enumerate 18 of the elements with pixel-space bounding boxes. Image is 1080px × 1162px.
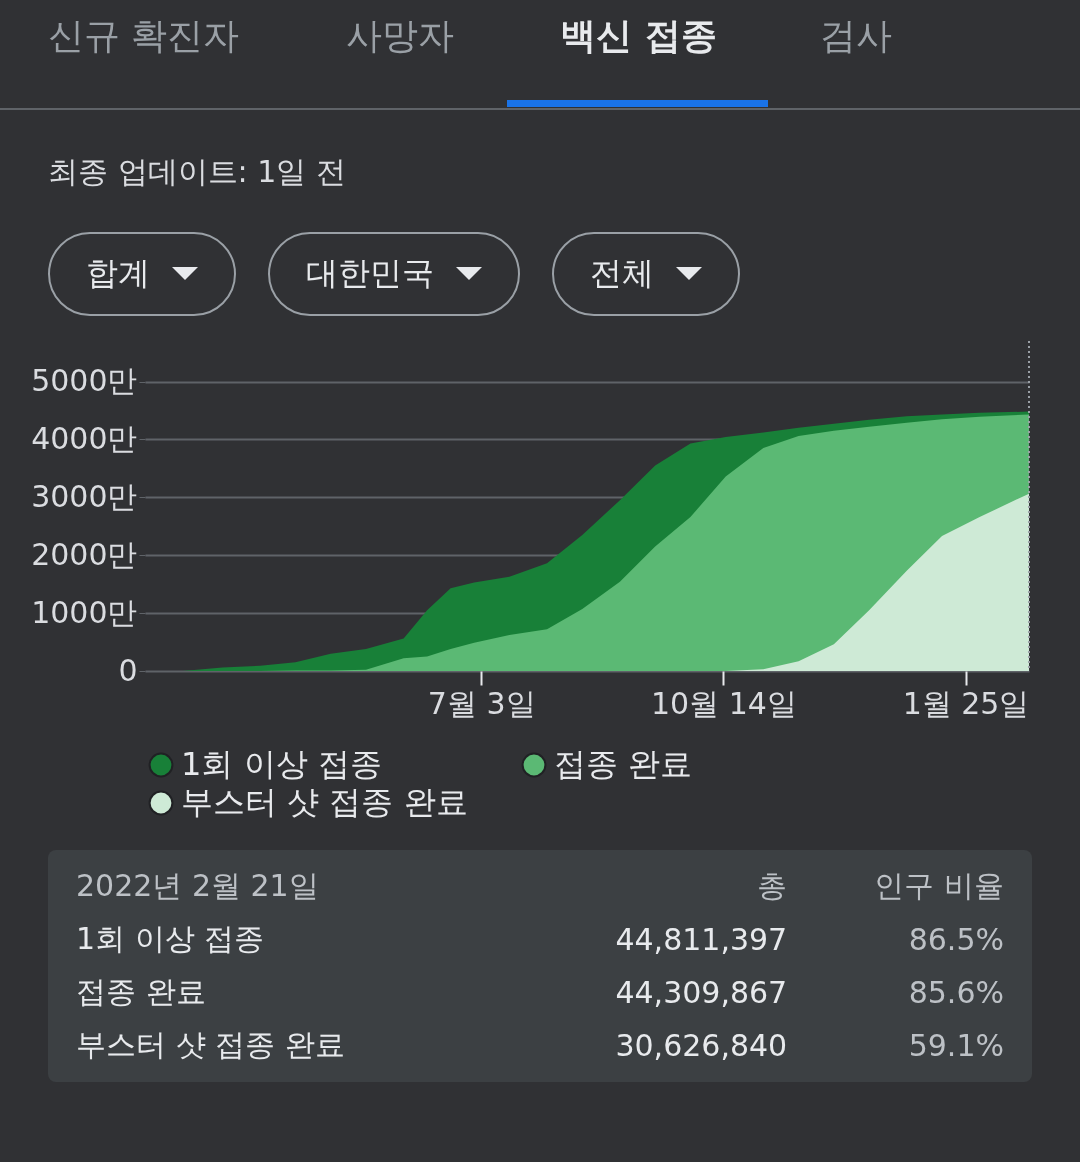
y-tick-label: 4000만 [31,420,138,456]
x-tick-label: 7월 3일 [427,685,536,721]
y-tick-label: 3000만 [31,478,138,514]
legend-label: 1회 이상 접종 [181,745,382,783]
legend-label: 접종 완료 [554,745,693,783]
y-tick-label: 0 [118,652,138,688]
value-table: 2022년 2월 21일 총 인구 비율 1회 이상 접종 44,811,397 86.5% 접종 완료 44,309,867 85.6% 부스터 샷 접종 완료 30,626,840 59.1% [48,850,1032,1082]
y-tick-label: 5000만 [31,363,138,399]
tab-strip: 신규 확진자 사망자 백신 접종 검사 [0,0,1080,110]
x-tick-label: 10월 14일 [650,685,797,721]
text: 최종 업데이트: 1일 전 [48,153,346,191]
y-tick-label: 1000만 [31,594,138,630]
dropdown-button: 전체 [552,232,740,316]
x-tick-label: 1월 25일 [902,685,1030,721]
y-tick-label: 2000만 [31,536,138,572]
dropdown-button: 합계 [48,232,236,316]
legend-label: 부스터 샷 접종 완료 [181,783,468,821]
dropdown-button: 대한민국 [268,232,520,316]
